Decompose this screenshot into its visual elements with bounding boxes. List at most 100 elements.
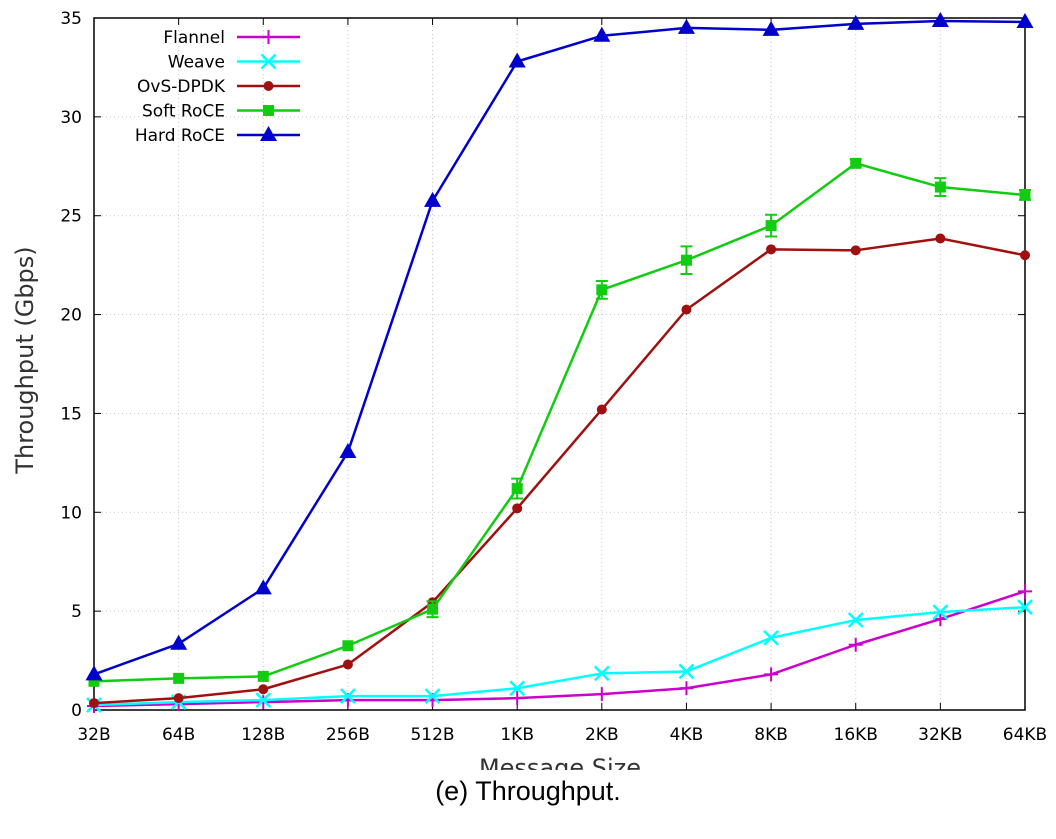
data-point-hard-roce (762, 20, 780, 36)
data-point-hard-roce (254, 579, 272, 595)
data-point-hard-roce (847, 14, 865, 30)
data-point-hard-roce (508, 52, 526, 68)
x-tick-label: 128B (241, 725, 285, 745)
data-point-flannel (848, 637, 863, 652)
data-point-weave (763, 629, 779, 646)
data-point-hard-roce (339, 442, 357, 458)
data-point-ovs-dpdk (1020, 250, 1030, 261)
data-point-weave (340, 688, 356, 705)
data-point-hard-roce (931, 11, 949, 27)
series-ovs-dpdk (89, 233, 1030, 709)
data-point-flannel (679, 681, 694, 696)
legend-marker-soft-roce (263, 105, 274, 116)
data-point-hard-roce (85, 665, 103, 681)
data-point-weave (593, 665, 610, 682)
x-tick-label: 1KB (500, 725, 534, 745)
x-tick-label: 8KB (754, 725, 788, 745)
x-tick-label: 2KB (585, 725, 619, 745)
data-point-soft-roce (596, 284, 608, 296)
x-tick-label: 256B (326, 725, 370, 745)
data-point-weave (424, 688, 441, 705)
y-tick-label: 30 (60, 108, 82, 128)
data-point-soft-roce (342, 640, 354, 652)
y-tick-label: 10 (60, 503, 82, 523)
throughput-chart: 0 5 10 15 20 25 30 35 32B 64B 128B 256B 512B 1KB 2KB 4K… (11, 9, 1047, 770)
data-point-ovs-dpdk (681, 304, 692, 315)
data-point-flannel (256, 695, 271, 710)
series-line-weave (93, 605, 1026, 707)
data-point-soft-roce (765, 220, 777, 232)
series-hard-roce (85, 11, 1034, 681)
data-point-weave (509, 680, 526, 697)
y-tick-label: 20 (60, 306, 82, 326)
data-point-weave (678, 663, 695, 680)
series-line-ovs-dpdk (93, 237, 1026, 705)
legend-label-ovs-dpdk: OvS-DPDK (137, 77, 226, 97)
series-line-flannel (93, 590, 1026, 708)
legend-item-weave: Weave (168, 53, 300, 73)
y-tick-label: 15 (60, 404, 82, 424)
data-point-hard-roce (424, 191, 442, 207)
x-tick-label: 16KB (834, 725, 878, 745)
x-tick-label: 32B (77, 725, 110, 745)
x-tick-label: 32KB (918, 725, 962, 745)
data-point-flannel (594, 687, 609, 702)
legend-marker-flannel (261, 30, 276, 44)
data-point-ovs-dpdk (935, 233, 946, 244)
data-point-weave (932, 604, 949, 621)
x-tick-label: 4KB (670, 725, 704, 745)
data-point-ovs-dpdk (342, 659, 353, 670)
data-point-ovs-dpdk (512, 503, 523, 514)
y-tick-label: 25 (60, 207, 82, 227)
data-point-flannel (764, 667, 779, 682)
y-axis-label: Throughput (Gbps) (11, 246, 39, 474)
data-point-ovs-dpdk (258, 684, 269, 695)
legend-label-weave: Weave (168, 53, 225, 73)
data-point-weave (847, 612, 864, 628)
data-point-ovs-dpdk (596, 404, 607, 415)
y-tick-label: 5 (71, 602, 82, 622)
data-point-ovs-dpdk (850, 245, 861, 256)
legend-item-soft-roce: Soft RoCE (142, 102, 300, 122)
data-point-soft-roce (511, 483, 523, 495)
legend-label-soft-roce: Soft RoCE (142, 102, 225, 122)
series-line-hard-roce (93, 19, 1026, 676)
y-tick-label: 0 (71, 701, 82, 721)
data-point-soft-roce (850, 157, 862, 169)
x-tick-label: 64KB (1003, 725, 1047, 745)
figure-caption: (e) Throughput. (435, 776, 621, 806)
legend-item-ovs-dpdk: OvS-DPDK (137, 77, 300, 97)
legend-label-hard-roce: Hard RoCE (135, 126, 225, 146)
y-tick-label: 35 (60, 9, 82, 29)
data-point-soft-roce (934, 181, 946, 193)
legend-marker-hard-roce (260, 126, 277, 141)
legend-label-flannel: Flannel (163, 28, 225, 48)
data-point-ovs-dpdk (766, 244, 777, 255)
data-point-weave (1017, 599, 1033, 616)
data-point-flannel (1018, 584, 1032, 599)
data-point-soft-roce (88, 675, 100, 687)
legend-marker-ovs-dpdk (263, 81, 274, 91)
data-point-weave (255, 692, 272, 708)
data-point-soft-roce (257, 670, 269, 682)
series-soft-roce (88, 157, 1031, 687)
data-point-ovs-dpdk (173, 693, 184, 704)
series-line-soft-roce (93, 162, 1026, 683)
data-point-flannel (510, 691, 525, 706)
gridlines (94, 18, 1025, 710)
data-point-soft-roce (427, 603, 439, 615)
data-point-soft-roce (1019, 189, 1031, 201)
data-point-soft-roce (680, 254, 692, 266)
data-point-hard-roce (593, 26, 611, 42)
data-point-soft-roce (173, 672, 185, 684)
axes: 0 5 10 15 20 25 30 35 32B 64B 128B 256B 512B 1KB 2KB 4K… (60, 9, 1047, 745)
series-weave (86, 599, 1033, 713)
legend: Flannel Weave OvS-DPDK Soft RoCE Hard RoCE (135, 28, 300, 146)
legend-item-flannel: Flannel (163, 28, 300, 48)
data-point-hard-roce (170, 634, 188, 650)
x-tick-label: 64B (162, 725, 195, 745)
data-point-hard-roce (1016, 12, 1034, 28)
x-tick-label: 512B (410, 725, 454, 745)
legend-item-hard-roce: Hard RoCE (135, 126, 300, 146)
data-point-ovs-dpdk (89, 698, 99, 709)
